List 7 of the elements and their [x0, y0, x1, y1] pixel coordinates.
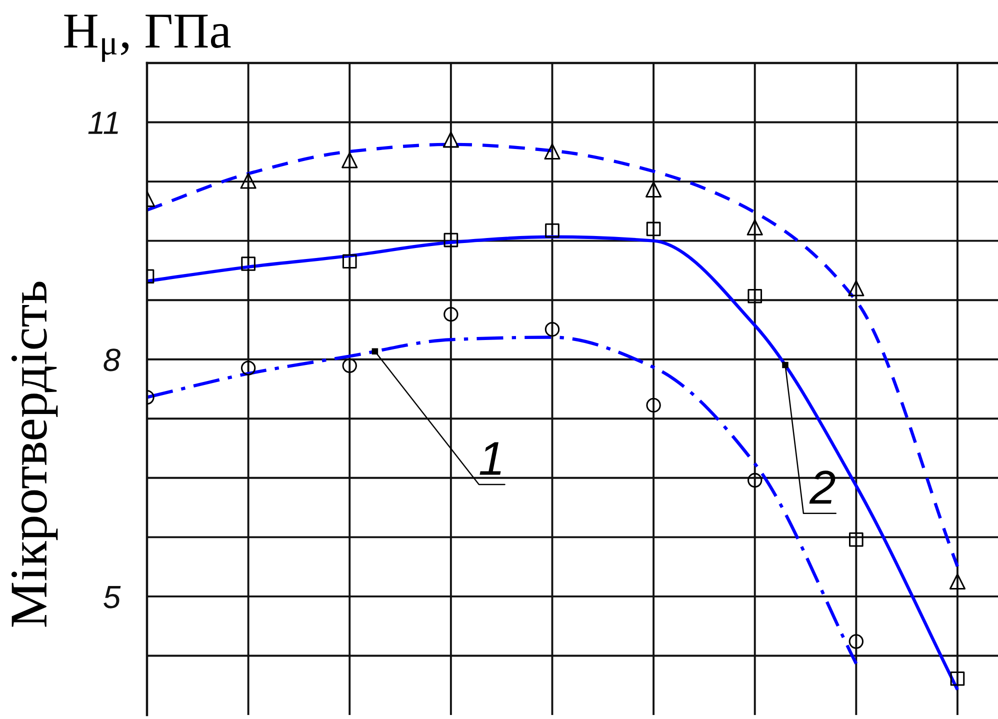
series-label: 2 — [809, 470, 836, 504]
y-tick-label: 5 — [104, 586, 121, 608]
chart-title: H$_{μ}$, ГПа — [64, 14, 231, 62]
y-tick-label: 8 — [104, 348, 120, 372]
text: 1 — [480, 442, 501, 475]
y-tick-label: 11 — [88, 112, 118, 134]
y-axis-title: Мікротвердість — [11, 282, 58, 627]
